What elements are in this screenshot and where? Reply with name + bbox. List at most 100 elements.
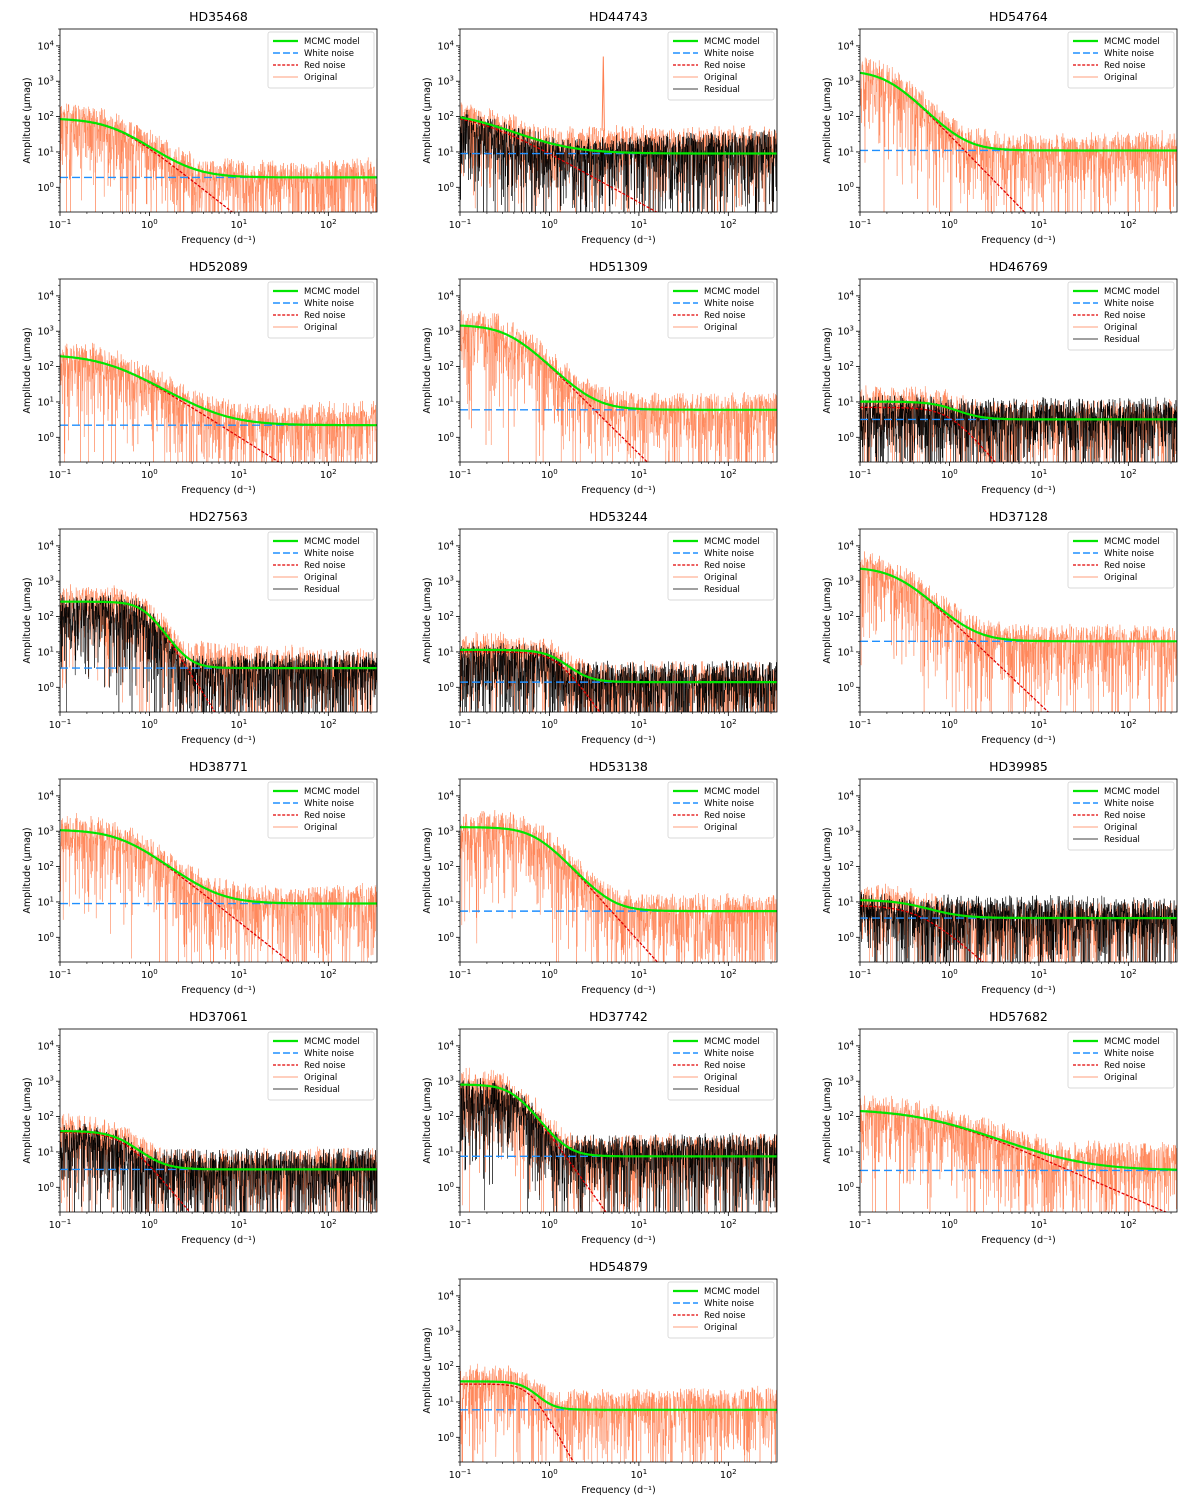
legend-label-white: White noise xyxy=(304,1049,354,1059)
axes-frame xyxy=(459,528,778,713)
y-axis-label: Amplitude (μmag) xyxy=(822,1077,833,1163)
legend-label-original: Original xyxy=(1104,573,1137,583)
x-tick-label: 10−1 xyxy=(49,1218,71,1231)
y-axis-label: Amplitude (μmag) xyxy=(422,1327,433,1413)
x-tick-label: 10−1 xyxy=(49,968,71,981)
chart-title: HD35468 xyxy=(189,9,248,24)
legend: MCMC model White noise Red noise Original xyxy=(1067,1031,1175,1089)
chart-title: HD51309 xyxy=(589,259,648,274)
x-tick-label: 10−1 xyxy=(849,968,871,981)
y-tick-label: 104 xyxy=(37,289,54,302)
chart-panel: HD53138 100 101 102 103 104 10−1 100 101 102 Frequ… xyxy=(408,756,798,998)
y-tick-label: 104 xyxy=(437,289,454,302)
legend-label-red: Red noise xyxy=(304,1061,345,1071)
x-tick-label: 102 xyxy=(720,718,737,731)
y-tick-label: 103 xyxy=(37,575,54,588)
series-mcmc-model xyxy=(460,324,777,411)
y-axis-label: Amplitude (μmag) xyxy=(822,577,833,663)
chart-panel: HD54879 100 101 102 103 104 10−1 100 101 102 Frequ… xyxy=(408,1256,798,1498)
series-original xyxy=(60,103,377,212)
series-mcmc-model xyxy=(860,400,1177,421)
axes-frame xyxy=(459,278,778,463)
y-tick-label: 101 xyxy=(37,145,54,158)
plot-area xyxy=(60,584,377,712)
y-tick-label: 103 xyxy=(437,575,454,588)
legend: MCMC model White noise Red noise Original Re… xyxy=(667,31,775,101)
x-tick-label: 100 xyxy=(141,468,158,481)
x-tick-label: 10−1 xyxy=(449,968,471,981)
series-residual xyxy=(460,110,777,212)
series-original xyxy=(460,310,777,462)
x-axis-label: Frequency (d⁻¹) xyxy=(981,985,1055,996)
axes-frame xyxy=(859,528,1178,713)
x-axis-label: Frequency (d⁻¹) xyxy=(981,735,1055,746)
legend-label-original: Original xyxy=(704,73,737,83)
x-tick-label: 10−1 xyxy=(449,1468,471,1481)
legend: MCMC model White noise Red noise Original Re… xyxy=(267,531,375,601)
series-original xyxy=(60,342,377,462)
legend: MCMC model White noise Red noise Original xyxy=(667,281,775,339)
chart-svg: HD52089 100 101 102 103 104 10−1 100 101 102 Frequ… xyxy=(22,259,378,496)
y-tick-label: 102 xyxy=(837,860,854,873)
y-tick-label: 101 xyxy=(837,395,854,408)
chart-title: HD37742 xyxy=(589,1009,648,1024)
y-axis-label: Amplitude (μmag) xyxy=(22,77,33,163)
series-original xyxy=(860,1095,1177,1212)
legend-label-original: Original xyxy=(304,73,337,83)
series-mcmc-model xyxy=(460,116,777,155)
x-tick-label: 102 xyxy=(320,1218,337,1231)
x-tick-label: 102 xyxy=(720,1468,737,1481)
chart-panel: HD27563 100 101 102 103 104 10−1 100 101 102 Frequ… xyxy=(8,506,398,748)
y-tick-label: 102 xyxy=(37,860,54,873)
y-tick-label: 103 xyxy=(837,75,854,88)
y-tick-label: 100 xyxy=(837,431,854,444)
chart-svg: HD46769 100 101 102 103 104 10−1 100 101 102 Frequ… xyxy=(822,259,1178,496)
series-mcmc-model xyxy=(60,829,377,905)
x-tick-label: 102 xyxy=(720,218,737,231)
legend: MCMC model White noise Red noise Original xyxy=(267,281,375,339)
legend: MCMC model White noise Red noise Original xyxy=(667,1281,775,1339)
axes-frame xyxy=(859,778,1178,963)
y-tick-label: 104 xyxy=(437,1289,454,1302)
y-tick-label: 102 xyxy=(837,110,854,123)
chart-title: HD57682 xyxy=(989,1009,1048,1024)
x-axis-label: Frequency (d⁻¹) xyxy=(581,735,655,746)
chart-svg: HD53244 100 101 102 103 104 10−1 100 101 102 Frequ… xyxy=(422,509,778,746)
x-tick-label: 102 xyxy=(1120,718,1137,731)
legend-label-residual: Residual xyxy=(704,1085,740,1095)
x-tick-label: 10−1 xyxy=(849,1218,871,1231)
y-tick-label: 100 xyxy=(437,1431,454,1444)
chart-panel: HD51309 100 101 102 103 104 10−1 100 101 102 Frequ… xyxy=(408,256,798,498)
chart-svg: HD38771 100 101 102 103 104 10−1 100 101 102 Frequ… xyxy=(22,759,378,996)
x-tick-label: 102 xyxy=(320,968,337,981)
axes-frame xyxy=(859,28,1178,213)
legend-label-white: White noise xyxy=(304,549,354,559)
series-residual xyxy=(460,1078,777,1212)
legend-label-red: Red noise xyxy=(704,61,745,71)
legend: MCMC model White noise Red noise Original xyxy=(667,781,775,839)
chart-svg: HD39985 100 101 102 103 104 10−1 100 101 102 Frequ… xyxy=(822,759,1178,996)
chart-panel: HD37061 100 101 102 103 104 10−1 100 101 102 Frequ… xyxy=(8,1006,398,1248)
plot-area xyxy=(460,631,777,712)
y-tick-label: 102 xyxy=(37,610,54,623)
chart-title: HD39985 xyxy=(989,759,1048,774)
x-tick-label: 100 xyxy=(541,1218,558,1231)
legend-label-mcmc: MCMC model xyxy=(304,1037,360,1047)
y-tick-label: 100 xyxy=(37,181,54,194)
y-tick-label: 100 xyxy=(437,1181,454,1194)
legend-label-residual: Residual xyxy=(704,85,740,95)
x-axis-label: Frequency (d⁻¹) xyxy=(581,235,655,246)
legend-label-red: Red noise xyxy=(704,1061,745,1071)
legend-label-white: White noise xyxy=(704,1049,754,1059)
y-tick-label: 101 xyxy=(437,645,454,658)
y-tick-label: 101 xyxy=(437,145,454,158)
x-tick-label: 102 xyxy=(320,468,337,481)
legend-label-white: White noise xyxy=(1104,49,1154,59)
y-tick-label: 104 xyxy=(837,539,854,552)
x-tick-label: 101 xyxy=(631,218,648,231)
legend-label-white: White noise xyxy=(304,799,354,809)
y-tick-label: 104 xyxy=(437,39,454,52)
chart-panel: HD44743 100 101 102 103 104 10−1 100 101 102 Frequ… xyxy=(408,6,798,248)
x-tick-label: 101 xyxy=(231,218,248,231)
